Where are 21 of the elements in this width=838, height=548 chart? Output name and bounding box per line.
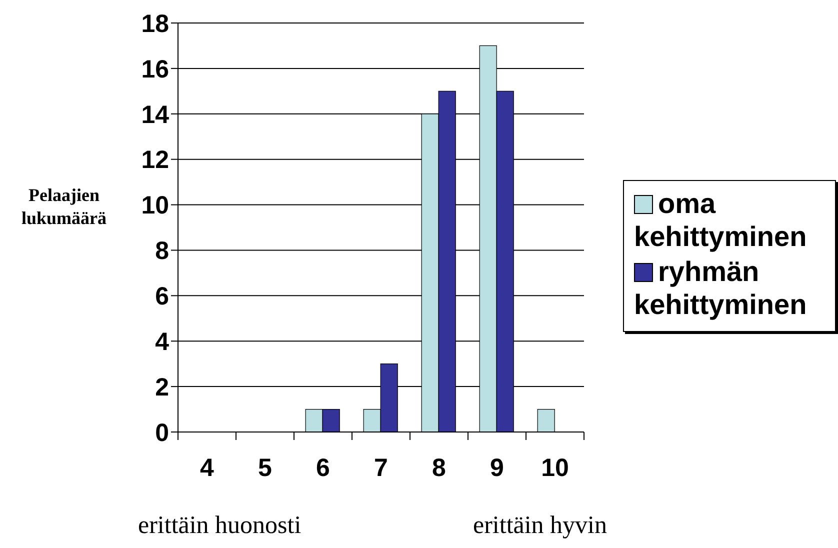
legend-label: ryhmän kehittyminen	[634, 255, 808, 321]
x-tick-label: 7	[374, 454, 388, 482]
y-tick-label: 6	[155, 282, 169, 311]
x-tick-label: 5	[258, 454, 272, 482]
y-tick-label: 8	[155, 237, 170, 266]
x-tick-label: 10	[541, 454, 569, 482]
y-tick-label: 18	[141, 10, 170, 38]
text: erittäin hyvin	[473, 512, 607, 540]
y-tick-label: 16	[141, 55, 169, 84]
y-tick-label: 12	[141, 146, 169, 174]
x-tick-label: 6	[316, 454, 330, 482]
y-tick-label: 10	[141, 192, 169, 220]
text: erittäin huonosti	[138, 512, 302, 540]
y-tick-label: 0	[155, 418, 169, 447]
x-tick-label: 4	[200, 454, 214, 482]
x-tick-label: 8	[432, 454, 446, 482]
y-tick-label: 2	[155, 373, 169, 402]
x-tick-label: 9	[490, 454, 504, 482]
y-tick-label: 4	[155, 328, 170, 356]
y-tick-label: 14	[141, 100, 170, 129]
y-axis-title: Pelaajien lukumäärä	[20, 184, 108, 230]
